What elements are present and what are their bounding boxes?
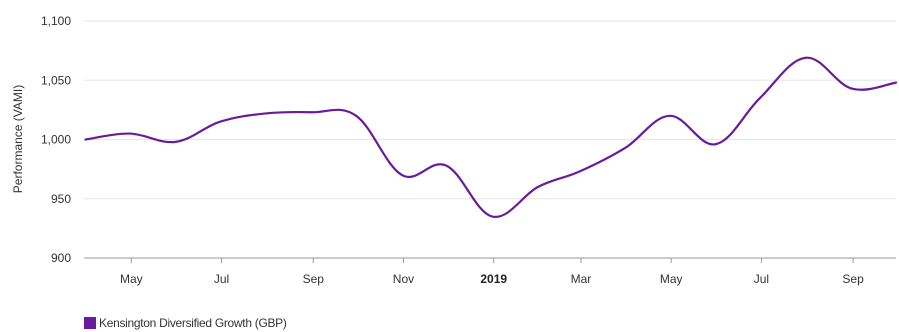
series-line (84, 56, 898, 218)
y-tick-label: 900 (51, 251, 71, 265)
x-tick-label: Nov (393, 272, 414, 286)
gridlines (84, 20, 896, 259)
x-tick-label: Jul (214, 272, 229, 286)
y-tick-label: 1,100 (41, 14, 71, 28)
x-tick-label: Mar (571, 272, 592, 286)
y-tick-label: 1,000 (41, 133, 71, 147)
legend: Kensington Diversified Growth (GBP) (84, 316, 287, 330)
x-tick-label: Sep (303, 272, 325, 286)
x-tick-label: 2019 (480, 272, 507, 286)
x-tick-label: May (660, 272, 683, 286)
x-axis-ticks: May Jul Sep Nov 2019 Mar May Jul Sep (120, 258, 864, 286)
legend-swatch (84, 317, 96, 329)
y-tick-label: 1,050 (41, 73, 71, 87)
y-tick-label: 950 (51, 192, 71, 206)
legend-label: Kensington Diversified Growth (GBP) (99, 316, 287, 330)
y-axis-title: Performance (VAMI) (11, 85, 25, 193)
x-tick-label: May (120, 272, 143, 286)
y-axis-ticks: 1,100 1,050 1,000 950 900 (41, 14, 71, 265)
x-tick-label: Jul (754, 272, 769, 286)
x-tick-label: Sep (842, 272, 864, 286)
